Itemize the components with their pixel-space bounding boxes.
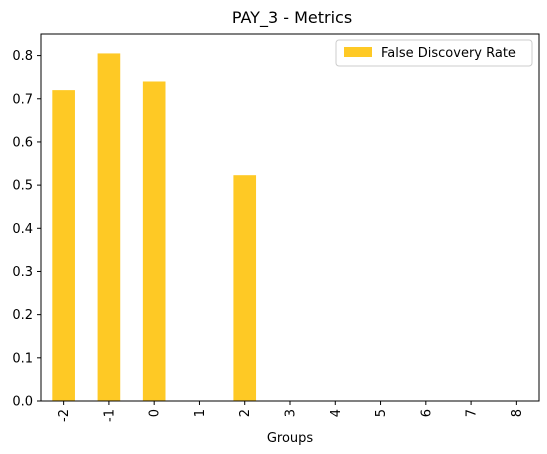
- y-tick-label: 0.1: [12, 351, 33, 366]
- bar-2: [233, 175, 257, 401]
- y-tick-label: 0.4: [12, 222, 33, 237]
- x-tick-label: 5: [374, 409, 389, 417]
- y-tick-label: 0.8: [12, 49, 33, 64]
- legend-frame: [335, 39, 533, 67]
- legend: False Discovery Rate: [335, 39, 533, 67]
- y-axis: 0.0 0.1 0.2 0.3 0.4 0.5 0.6 0.7 0.8: [12, 49, 41, 410]
- y-tick-label: 0.2: [12, 308, 33, 323]
- x-tick-label: 3: [284, 409, 299, 417]
- y-tick-label: 0.6: [12, 135, 33, 150]
- legend-swatch: [344, 47, 372, 57]
- x-tick-label: 1: [193, 409, 208, 417]
- x-axis: -2 -1 0 1 2 3 4 5 6 7 8: [57, 401, 525, 422]
- x-axis-title: Groups: [267, 431, 314, 446]
- x-tick-label: 8: [510, 409, 525, 417]
- y-tick-label: 0.7: [12, 92, 33, 107]
- x-tick-label: 0: [148, 409, 163, 417]
- x-tick-label: -2: [57, 409, 72, 422]
- chart-title: PAY_3 - Metrics: [232, 8, 352, 28]
- x-tick-label: 4: [329, 409, 344, 417]
- x-tick-label: -1: [102, 409, 117, 422]
- x-tick-label: 7: [465, 409, 480, 417]
- bars-layer: [52, 53, 257, 402]
- y-tick-label: 0.3: [12, 265, 33, 280]
- bar-0: [142, 81, 166, 402]
- y-tick-label: 0.5: [12, 179, 33, 194]
- bar--1: [97, 53, 121, 401]
- y-tick-label: 0.0: [12, 395, 33, 410]
- legend-label: False Discovery Rate: [381, 46, 516, 61]
- bar--2: [52, 90, 75, 402]
- x-tick-label: 6: [419, 409, 434, 417]
- x-tick-label: 2: [238, 409, 253, 417]
